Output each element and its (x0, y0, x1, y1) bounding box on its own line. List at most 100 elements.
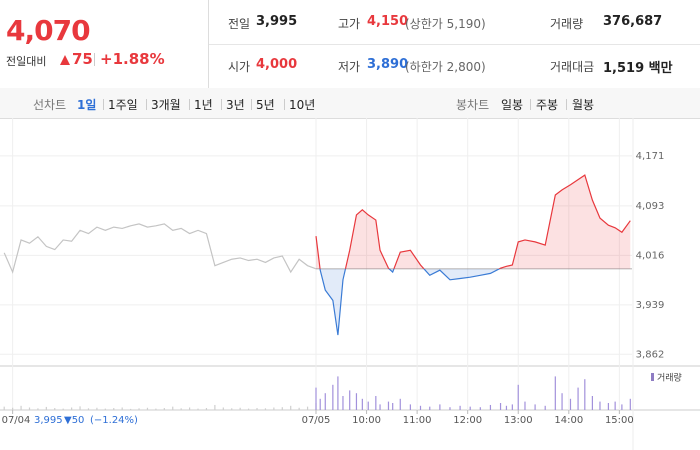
chart: 3,862 3,939 4,016 4,093 4,171 07/04 07/05 10:00… (0, 118, 700, 450)
tab[interactable]: 주봉 (536, 98, 559, 112)
change: 75 (72, 50, 93, 68)
volume-bar (20, 405, 22, 410)
volume-bar (37, 408, 39, 410)
tab-divider (284, 99, 285, 110)
divider (208, 0, 209, 88)
stat-value: 4,150 (367, 14, 409, 29)
stat-label: 거래대금 (550, 60, 595, 74)
volume-bar (247, 408, 250, 410)
volume-bar (324, 393, 326, 410)
stat-label: 저가 (338, 60, 361, 74)
x-tick-label: 07/04 (2, 415, 31, 426)
divider (209, 44, 700, 45)
price-line (3, 223, 317, 274)
x-tick-label: 15:00 (605, 415, 634, 426)
volume-bar (222, 407, 224, 410)
volume-bar (629, 398, 631, 410)
volume-bar (231, 408, 233, 410)
volume-bar (281, 407, 283, 410)
tab[interactable]: 1주일 (108, 98, 138, 112)
stat-value: 3,995 (256, 14, 298, 29)
volume-bar (337, 376, 339, 410)
volume-bar (591, 396, 593, 410)
y-tick-label: 4,016 (636, 250, 665, 261)
legend-label: 거래량 (657, 372, 682, 384)
tab[interactable]: 3개월 (151, 98, 181, 112)
x-tick-label: 11:00 (403, 415, 432, 426)
tab[interactable]: 5년 (256, 98, 275, 112)
area-up (316, 175, 631, 269)
y-tick-label: 3,939 (636, 300, 665, 311)
volume-bar (189, 407, 191, 410)
stat-label: 시가 (228, 60, 251, 74)
footer-pct: (−1.24%) (90, 415, 138, 426)
tab-divider (189, 99, 190, 110)
tab-divider (530, 99, 531, 110)
volume-bar (524, 401, 526, 410)
y-tick-label: 4,093 (636, 201, 665, 212)
volume-bar (121, 407, 123, 410)
volume-bar (449, 407, 451, 410)
volume-bar (489, 404, 492, 410)
volume-bar (409, 404, 411, 410)
volume-bar (534, 404, 536, 410)
volume-bar (12, 407, 14, 410)
volume-bar (399, 398, 401, 410)
volume-bar (28, 407, 31, 410)
volume-bar (387, 401, 390, 410)
volume-bar (569, 398, 572, 410)
stat-label: 전일 (228, 17, 251, 31)
x-tick-label: 12:00 (453, 415, 482, 426)
tab[interactable]: 3년 (226, 98, 245, 112)
tab[interactable]: 10년 (289, 98, 316, 112)
volume-bar (375, 396, 377, 410)
price-line-down (319, 268, 501, 336)
volume-bar (439, 404, 441, 410)
volume-bar (130, 408, 132, 410)
volume-bar (146, 407, 149, 410)
y-tick-label: 4,171 (636, 151, 665, 162)
volume-bar (239, 407, 241, 410)
stat-value: 1,519 백만 (603, 61, 673, 76)
volume-bar (306, 406, 309, 410)
volume-bar (621, 404, 623, 410)
volume-bar (138, 408, 140, 410)
volume-bar (355, 393, 358, 410)
tab-divider (566, 99, 567, 110)
volume-bar (197, 408, 199, 410)
stat-value: 376,687 (603, 14, 663, 29)
volume-bar (273, 407, 275, 410)
volume-bar (155, 408, 157, 410)
volume-bar (45, 406, 47, 410)
tab[interactable]: 1년 (194, 98, 213, 112)
volume-bar (205, 408, 208, 410)
tab-divider (103, 99, 104, 110)
stat-note: (상한가 5,190) (405, 17, 486, 31)
volume-bar (479, 407, 481, 410)
volume-bar (54, 408, 56, 410)
change-pct: +1.88% (100, 50, 165, 68)
tab-group-label: 선차트 (33, 98, 67, 112)
volume-bar (214, 404, 216, 410)
volume-bar (319, 398, 321, 410)
footer-change: ▼50 (64, 415, 84, 426)
volume-bar (544, 405, 546, 410)
volume-bar (419, 405, 422, 410)
tab[interactable]: 1일 (77, 98, 97, 112)
volume-bar (290, 405, 292, 410)
volume-bar (505, 405, 508, 410)
volume-bar (614, 401, 616, 410)
volume-bar (104, 408, 106, 410)
tab[interactable]: 일봉 (501, 98, 524, 112)
volume-bar (459, 405, 461, 410)
stat-value: 4,000 (256, 57, 298, 72)
volume-bar (256, 408, 258, 410)
tab[interactable]: 월봉 (572, 98, 595, 112)
volume-bar (315, 387, 317, 410)
legend-swatch (651, 373, 654, 381)
tab-divider (221, 99, 222, 110)
volume-bar (87, 408, 90, 410)
stat-note: (하한가 2,800) (405, 60, 486, 74)
volume-bar (469, 406, 471, 410)
stat-label: 거래량 (550, 17, 584, 31)
